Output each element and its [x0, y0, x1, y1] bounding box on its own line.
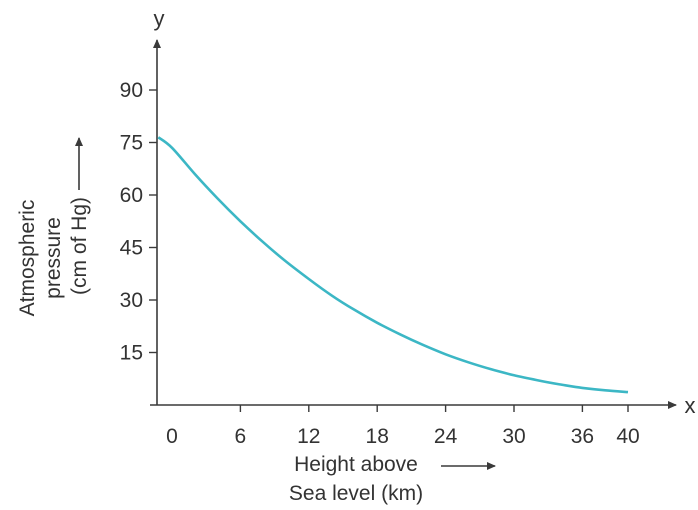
x-tick-label: 18 — [366, 425, 389, 448]
x-axis-letter: x — [685, 393, 696, 418]
y-tick-label: 45 — [120, 237, 143, 260]
x-tick-label: 12 — [297, 425, 320, 448]
x-tick-label: 36 — [571, 425, 594, 448]
y-tick-label: 75 — [120, 132, 143, 155]
x-axis-label-line-2: Sea level (km) — [289, 482, 423, 505]
y-tick-label: 30 — [120, 289, 143, 312]
y-ticks: 15 30 45 60 75 90 — [120, 79, 157, 365]
y-axis-letter: y — [154, 6, 165, 31]
x-ticks: 0 6 12 18 24 30 36 40 — [166, 405, 640, 448]
pressure-curve — [157, 136, 629, 394]
y-axis-label-line-3: (cm of Hg) — [68, 197, 91, 295]
x-tick-label: 0 — [166, 425, 178, 448]
x-tick-label: 30 — [502, 425, 525, 448]
y-tick-label: 90 — [120, 79, 143, 102]
x-tick-label: 40 — [616, 425, 639, 448]
x-axis-label-line-1: Height above — [294, 453, 418, 476]
x-tick-label: 24 — [434, 425, 458, 448]
y-axis-label-line-1: Atmospheric — [16, 200, 39, 317]
y-tick-label: 60 — [120, 184, 143, 207]
y-axis-label-line-2: pressure — [42, 217, 65, 299]
y-axis-label: Atmospheric pressure (cm of Hg) — [16, 137, 91, 317]
y-tick-label: 15 — [120, 342, 143, 365]
x-tick-label: 6 — [235, 425, 247, 448]
